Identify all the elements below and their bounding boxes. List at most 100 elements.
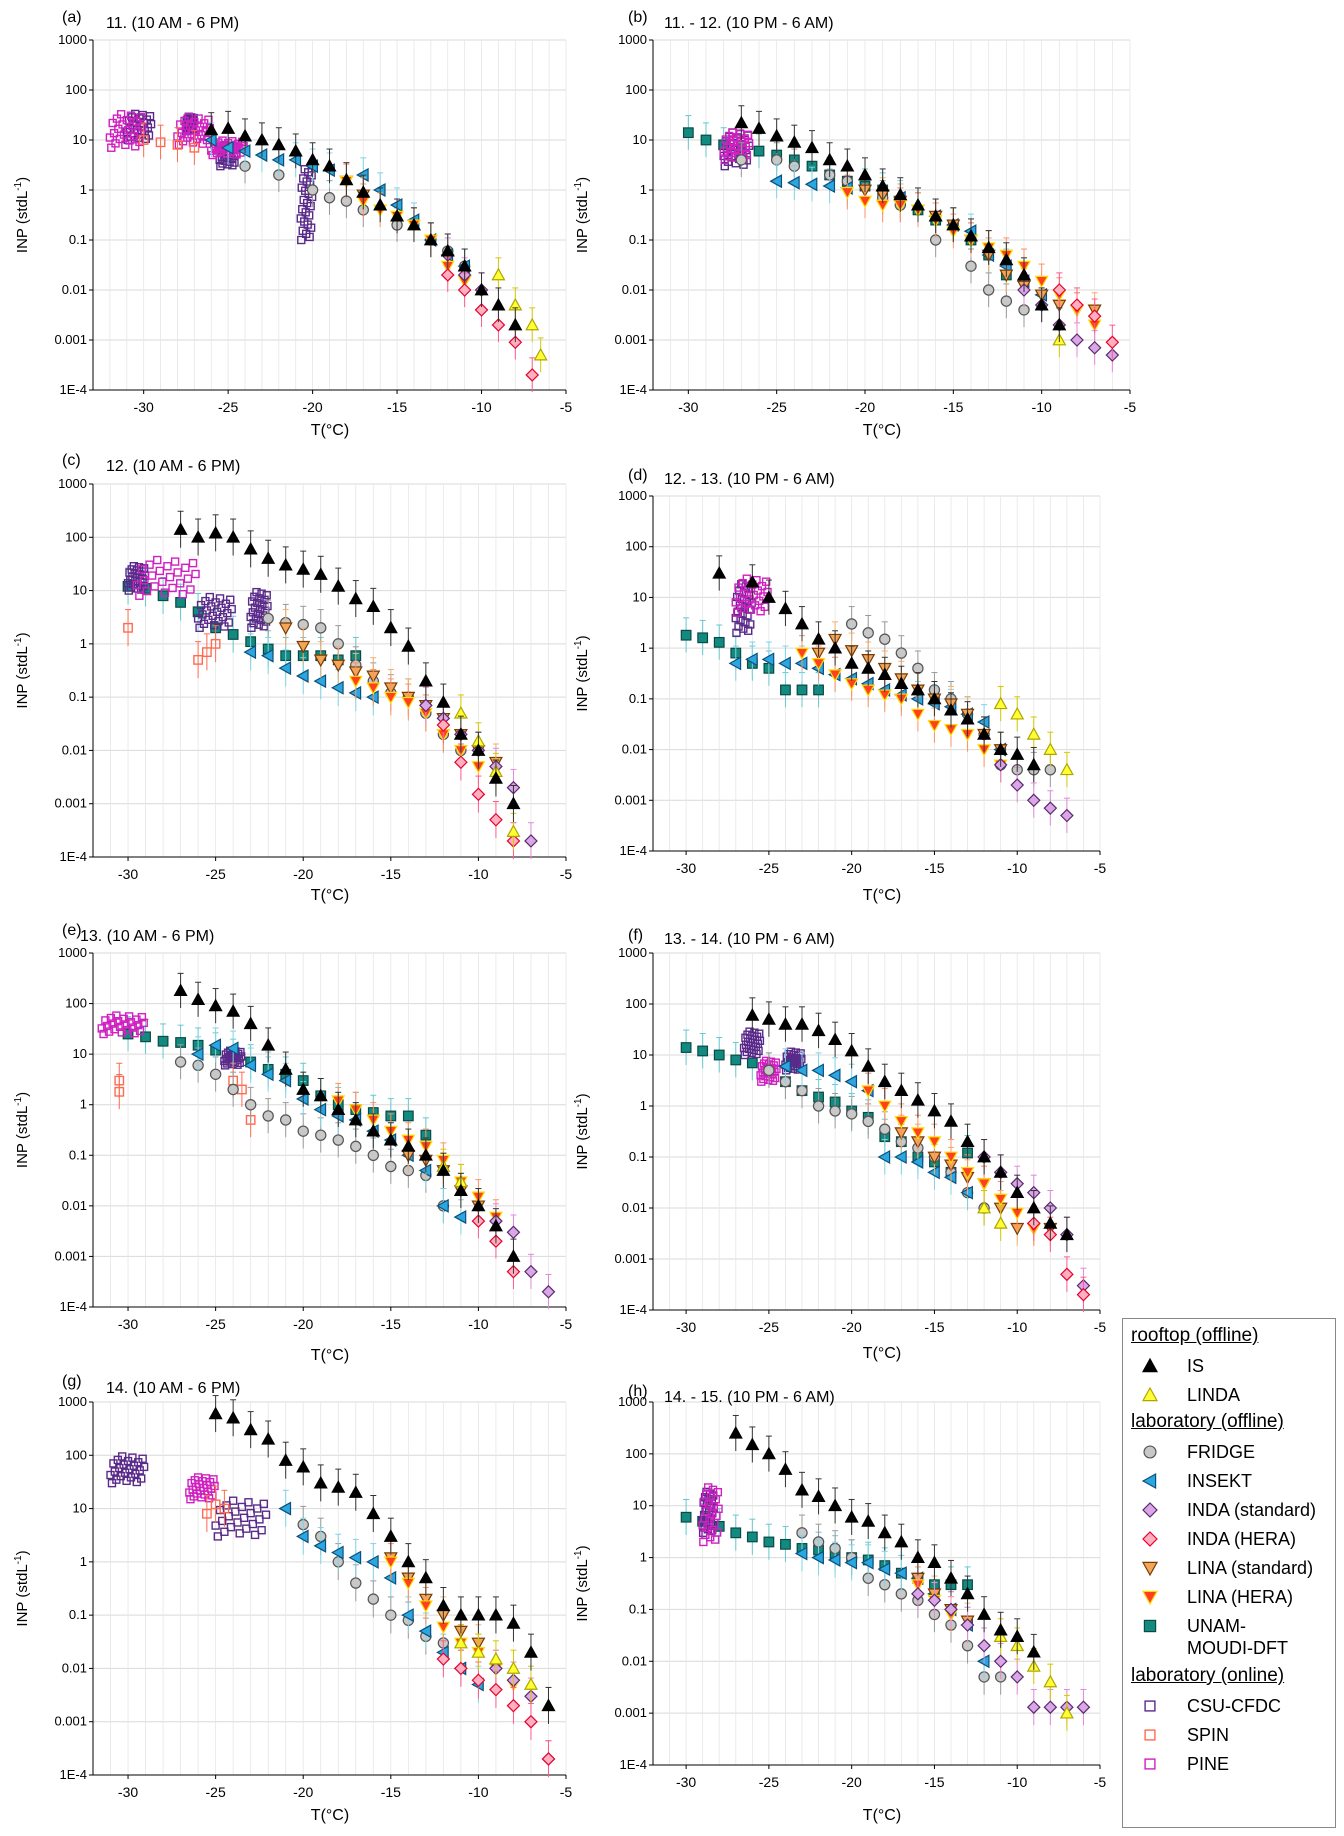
series-lina-standard xyxy=(811,621,1008,767)
data-point xyxy=(331,1102,346,1116)
data-point xyxy=(261,551,276,564)
panel-label: (h) xyxy=(628,1383,648,1400)
data-point xyxy=(743,626,753,635)
data-point xyxy=(143,123,153,132)
data-point xyxy=(524,834,538,848)
data-point xyxy=(278,1062,293,1075)
y-axis-title: INP (stdL-1) xyxy=(573,1545,591,1621)
data-point xyxy=(186,585,195,594)
x-tick-label: -10 xyxy=(1007,1774,1027,1790)
data-point xyxy=(977,727,992,740)
data-point xyxy=(1000,295,1013,307)
data-point xyxy=(828,1032,843,1046)
data-point xyxy=(943,702,959,716)
data-point xyxy=(700,1514,709,1523)
data-point xyxy=(732,628,741,638)
data-point xyxy=(116,110,126,119)
panel-g: 1E-4 0.001 0.01 0.1 1 10 100 1000 -30 -25 -20 -15 -1… xyxy=(13,1373,572,1824)
data-point xyxy=(140,1031,151,1043)
data-point xyxy=(236,1052,246,1061)
data-point xyxy=(827,1068,841,1083)
data-point xyxy=(104,1027,114,1036)
data-point xyxy=(879,1123,891,1135)
legend-marker-icon xyxy=(1142,1502,1158,1518)
y-tick-label: 0.001 xyxy=(614,1251,647,1266)
data-point xyxy=(191,530,206,543)
x-tick-label: -10 xyxy=(1007,1319,1027,1335)
data-point xyxy=(226,595,235,604)
data-point xyxy=(701,1490,711,1499)
data-point xyxy=(247,623,256,633)
data-point xyxy=(787,1053,796,1062)
y-tick-label: 100 xyxy=(625,539,647,554)
data-point xyxy=(804,140,820,154)
data-point xyxy=(127,113,137,122)
data-point xyxy=(893,187,908,201)
data-point xyxy=(401,1554,416,1568)
y-tick-label: 10 xyxy=(73,1501,87,1516)
data-point xyxy=(1010,747,1025,760)
x-tick-label: -5 xyxy=(560,866,573,882)
data-point xyxy=(128,121,137,131)
data-point xyxy=(787,135,802,148)
data-point xyxy=(125,136,134,145)
data-point xyxy=(278,622,293,636)
data-point xyxy=(348,1485,363,1498)
data-point xyxy=(145,560,154,569)
data-point xyxy=(260,1067,274,1082)
data-point xyxy=(262,591,271,600)
data-point xyxy=(401,639,416,652)
data-point xyxy=(827,1552,841,1567)
data-point xyxy=(174,1056,187,1068)
series-is xyxy=(745,997,1074,1253)
data-point xyxy=(857,195,873,209)
series-fridge xyxy=(174,1044,450,1224)
data-point xyxy=(756,607,765,616)
data-point xyxy=(488,1218,503,1232)
y-tick-label: 100 xyxy=(65,1447,87,1462)
data-point xyxy=(730,1054,742,1066)
panel-title: 14. - 15. (10 PM - 6 AM) xyxy=(664,1389,835,1406)
data-point xyxy=(436,1598,451,1612)
y-tick-label: 1000 xyxy=(618,1394,647,1409)
data-point xyxy=(877,1100,892,1114)
data-point xyxy=(943,1114,959,1127)
data-point xyxy=(198,610,207,619)
data-point xyxy=(794,1482,810,1496)
data-point xyxy=(436,695,451,708)
data-point xyxy=(138,574,147,584)
data-point xyxy=(1070,333,1084,347)
data-point xyxy=(746,1057,758,1069)
data-point xyxy=(339,172,354,186)
data-point xyxy=(768,1076,778,1085)
data-point xyxy=(861,1059,876,1072)
y-tick-label: 0.1 xyxy=(629,1149,647,1164)
y-tick-label: 1E-4 xyxy=(60,1299,87,1314)
data-point xyxy=(298,205,307,214)
data-point xyxy=(730,1527,742,1539)
data-point xyxy=(960,711,975,725)
series-lina-hera xyxy=(331,1082,503,1235)
series-csu-cfdc xyxy=(106,1452,271,1541)
data-point xyxy=(751,121,767,134)
data-point xyxy=(771,1058,780,1067)
data-point xyxy=(454,755,468,770)
data-point xyxy=(348,685,362,700)
data-point xyxy=(261,1038,276,1051)
data-point xyxy=(191,992,206,1005)
data-point xyxy=(300,165,309,174)
data-point xyxy=(734,115,749,129)
x-tick-label: -25 xyxy=(759,1774,779,1790)
data-point xyxy=(423,232,438,246)
data-point xyxy=(993,742,1008,755)
data-point xyxy=(217,603,226,612)
data-point xyxy=(928,208,943,222)
data-point xyxy=(491,318,506,332)
y-tick-label: 0.01 xyxy=(62,742,87,757)
data-point xyxy=(220,1527,229,1536)
data-point xyxy=(812,1100,825,1112)
data-point xyxy=(209,1475,218,1484)
data-point xyxy=(796,684,808,696)
data-point xyxy=(119,1460,128,1469)
